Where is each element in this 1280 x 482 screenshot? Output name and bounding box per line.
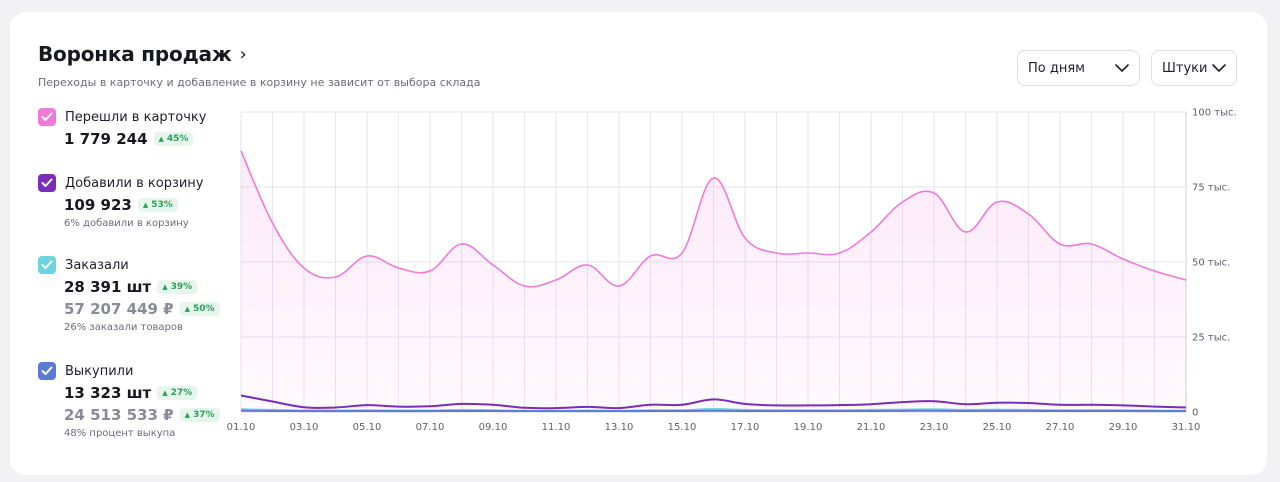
growth-badge: ▲ 50%: [179, 302, 220, 316]
arrow-up-icon: ▲: [142, 201, 149, 209]
metric-checkbox[interactable]: [38, 108, 56, 126]
arrow-up-icon: ▲: [162, 389, 168, 397]
series-line-1: [240, 394, 1187, 410]
metric-value: 28 391 шт: [64, 278, 152, 296]
x-tick-label: 09.10: [479, 422, 508, 433]
chevron-right-icon[interactable]: ›: [239, 43, 247, 65]
y-tick-label: 50 тыс.: [1192, 258, 1230, 269]
page-subtitle: Переходы в карточку и добавление в корзи…: [38, 76, 481, 89]
metric-value: 109 923: [64, 196, 132, 214]
x-tick-label: 07.10: [416, 422, 445, 433]
metric-revenue: 24 513 533 ₽: [64, 406, 174, 424]
growth-badge: ▲ 53%: [137, 198, 178, 212]
period-dropdown-value: По дням: [1028, 60, 1085, 76]
arrow-up-icon: ▲: [158, 135, 164, 143]
y-tick-label: 75 тыс.: [1192, 183, 1230, 194]
check-icon: [41, 366, 53, 375]
series-area-0: [241, 151, 1186, 412]
x-tick-label: 03.10: [290, 422, 319, 433]
arrow-up-icon: ▲: [184, 305, 190, 313]
metric-label: Перешли в карточку: [65, 109, 207, 125]
arrow-up-icon: ▲: [162, 283, 168, 291]
check-icon: [41, 260, 53, 269]
growth-badge-value: 27%: [170, 388, 193, 398]
metric-add-to-cart: Добавили в корзину 109 923 ▲ 53% 6% добав…: [38, 174, 204, 229]
x-tick-label: 17.10: [731, 422, 760, 433]
growth-badge-value: 50%: [193, 304, 215, 314]
metric-label: Выкупили: [65, 363, 134, 379]
x-tick-label: 11.10: [542, 422, 571, 433]
metric-value: 1 779 244: [64, 130, 148, 148]
chevron-down-icon: [1212, 64, 1226, 72]
metric-checkbox[interactable]: [38, 174, 56, 192]
x-tick-label: 13.10: [605, 422, 634, 433]
period-dropdown[interactable]: По дням: [1017, 50, 1140, 86]
metric-card-views: Перешли в карточку 1 779 244 ▲ 45%: [38, 108, 206, 148]
growth-badge: ▲ 45%: [153, 132, 194, 146]
growth-badge-value: 45%: [166, 134, 189, 144]
x-tick-label: 19.10: [794, 422, 823, 433]
metric-note: 26% заказали товаров: [64, 322, 183, 333]
y-tick-label: 100 тыс.: [1192, 108, 1237, 119]
x-tick-label: 15.10: [668, 422, 697, 433]
metric-value: 13 323 шт: [64, 384, 152, 402]
metric-buyouts: Выкупили 13 323 шт ▲ 27% 24 513 533 ₽ ▲ 37…: [38, 362, 220, 439]
unit-dropdown[interactable]: Штуки: [1151, 50, 1237, 86]
growth-badge-value: 37%: [193, 410, 215, 420]
x-tick-label: 31.10: [1172, 422, 1201, 433]
metric-note: 48% процент выкупа: [64, 428, 176, 439]
y-tick-label: 0: [1192, 408, 1198, 419]
growth-badge-value: 39%: [170, 282, 193, 292]
growth-badge: ▲ 37%: [179, 408, 220, 422]
series-line-0: [240, 150, 1187, 288]
metric-orders: Заказали 28 391 шт ▲ 39% 57 207 449 ₽ ▲ 50…: [38, 256, 220, 333]
metric-note: 6% добавили в корзину: [64, 218, 189, 229]
metric-checkbox[interactable]: [38, 256, 56, 274]
check-icon: [41, 178, 53, 187]
x-tick-label: 23.10: [920, 422, 949, 433]
check-icon: [41, 112, 53, 121]
x-tick-label: 21.10: [857, 422, 886, 433]
growth-badge: ▲ 27%: [157, 386, 198, 400]
metric-label: Заказали: [65, 257, 129, 273]
metric-label: Добавили в корзину: [65, 175, 204, 191]
x-tick-label: 29.10: [1109, 422, 1138, 433]
metric-checkbox[interactable]: [38, 362, 56, 380]
unit-dropdown-value: Штуки: [1162, 60, 1208, 76]
title-text: Воронка продаж: [38, 42, 232, 66]
x-tick-label: 05.10: [353, 422, 382, 433]
growth-badge-value: 53%: [151, 200, 173, 210]
arrow-up-icon: ▲: [184, 411, 190, 419]
x-tick-label: 27.10: [1046, 422, 1075, 433]
page-title[interactable]: Воронка продаж ›: [38, 42, 247, 66]
x-tick-label: 25.10: [983, 422, 1012, 433]
x-tick-label: 01.10: [227, 422, 256, 433]
y-tick-label: 25 тыс.: [1192, 333, 1230, 344]
metric-revenue: 57 207 449 ₽: [64, 300, 174, 318]
growth-badge: ▲ 39%: [157, 280, 198, 294]
chevron-down-icon: [1115, 64, 1129, 72]
